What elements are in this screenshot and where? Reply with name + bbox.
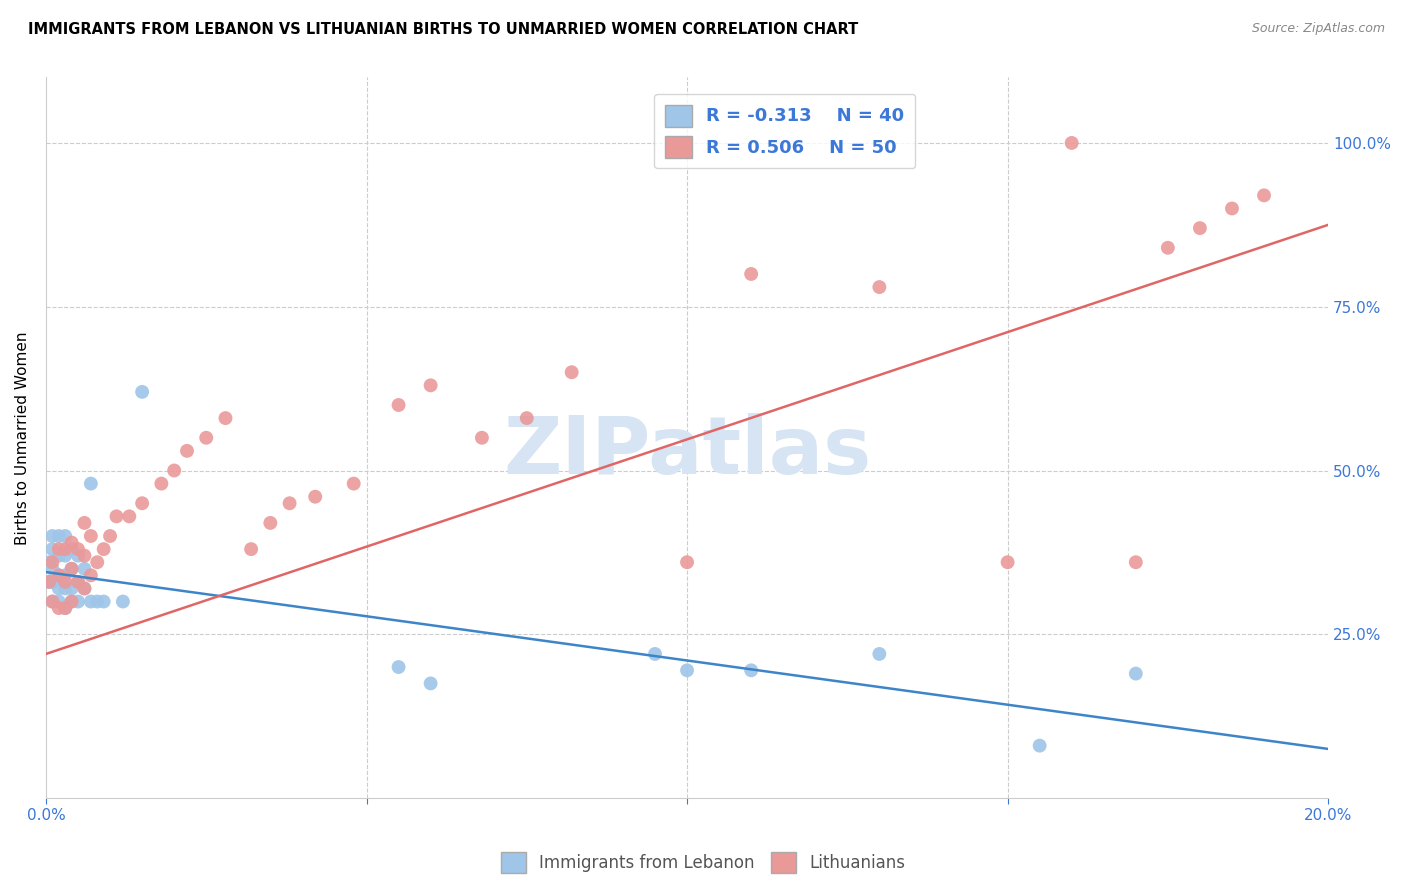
Point xyxy=(41,529,63,543)
Point xyxy=(150,476,173,491)
Y-axis label: Births to Unmarried Women: Births to Unmarried Women xyxy=(15,331,30,544)
Point xyxy=(1220,202,1243,216)
Point xyxy=(48,542,70,557)
Point xyxy=(98,529,121,543)
Point xyxy=(1188,221,1211,235)
Point xyxy=(195,431,218,445)
Point xyxy=(740,663,762,677)
Point xyxy=(53,601,76,615)
Point xyxy=(868,280,890,294)
Point xyxy=(86,555,108,569)
Point xyxy=(38,574,60,589)
Point xyxy=(304,490,326,504)
Point xyxy=(259,516,281,530)
Point xyxy=(387,398,409,412)
Point xyxy=(60,562,83,576)
Point xyxy=(86,594,108,608)
Point xyxy=(997,555,1019,569)
Point xyxy=(41,574,63,589)
Point xyxy=(53,549,76,563)
Point xyxy=(66,574,89,589)
Point xyxy=(1125,555,1147,569)
Point xyxy=(1028,739,1050,753)
Point xyxy=(41,594,63,608)
Point xyxy=(471,431,494,445)
Point xyxy=(73,562,96,576)
Point xyxy=(73,582,96,596)
Point xyxy=(387,660,409,674)
Point xyxy=(105,509,128,524)
Point xyxy=(53,601,76,615)
Point xyxy=(80,529,103,543)
Point xyxy=(41,542,63,557)
Point xyxy=(740,267,762,281)
Point xyxy=(60,562,83,576)
Text: IMMIGRANTS FROM LEBANON VS LITHUANIAN BIRTHS TO UNMARRIED WOMEN CORRELATION CHAR: IMMIGRANTS FROM LEBANON VS LITHUANIAN BI… xyxy=(28,22,859,37)
Point xyxy=(73,549,96,563)
Point xyxy=(48,594,70,608)
Point xyxy=(80,476,103,491)
Point xyxy=(163,463,186,477)
Point xyxy=(53,529,76,543)
Point xyxy=(111,594,134,608)
Point xyxy=(38,555,60,569)
Point xyxy=(60,582,83,596)
Point xyxy=(48,529,70,543)
Point xyxy=(240,542,263,557)
Point xyxy=(868,647,890,661)
Legend: R = -0.313    N = 40, R = 0.506    N = 50: R = -0.313 N = 40, R = 0.506 N = 50 xyxy=(654,94,915,169)
Point xyxy=(1157,241,1180,255)
Point xyxy=(516,411,538,425)
Point xyxy=(176,443,198,458)
Text: Source: ZipAtlas.com: Source: ZipAtlas.com xyxy=(1251,22,1385,36)
Point xyxy=(66,574,89,589)
Point xyxy=(48,549,70,563)
Point xyxy=(1253,188,1275,202)
Point xyxy=(131,384,153,399)
Point xyxy=(343,476,366,491)
Point xyxy=(118,509,141,524)
Point xyxy=(80,568,103,582)
Point xyxy=(93,594,115,608)
Point xyxy=(131,496,153,510)
Point xyxy=(48,568,70,582)
Point xyxy=(676,555,699,569)
Point xyxy=(53,582,76,596)
Point xyxy=(60,594,83,608)
Point xyxy=(644,647,666,661)
Point xyxy=(676,663,699,677)
Point xyxy=(80,594,103,608)
Point xyxy=(419,378,441,392)
Point xyxy=(1060,136,1083,150)
Point xyxy=(73,582,96,596)
Point xyxy=(41,555,63,569)
Point xyxy=(53,542,76,557)
Point xyxy=(53,568,76,582)
Point xyxy=(48,601,70,615)
Point xyxy=(53,574,76,589)
Point xyxy=(73,516,96,530)
Point xyxy=(66,549,89,563)
Point xyxy=(419,676,441,690)
Point xyxy=(93,542,115,557)
Point xyxy=(561,365,583,379)
Legend: Immigrants from Lebanon, Lithuanians: Immigrants from Lebanon, Lithuanians xyxy=(494,846,912,880)
Text: ZIPatlas: ZIPatlas xyxy=(503,413,872,491)
Point xyxy=(214,411,236,425)
Point xyxy=(278,496,301,510)
Point xyxy=(66,542,89,557)
Point xyxy=(66,594,89,608)
Point xyxy=(60,542,83,557)
Point xyxy=(41,562,63,576)
Point xyxy=(60,594,83,608)
Point xyxy=(41,594,63,608)
Point xyxy=(48,582,70,596)
Point xyxy=(38,574,60,589)
Point xyxy=(1125,666,1147,681)
Point xyxy=(60,535,83,549)
Point xyxy=(48,568,70,582)
